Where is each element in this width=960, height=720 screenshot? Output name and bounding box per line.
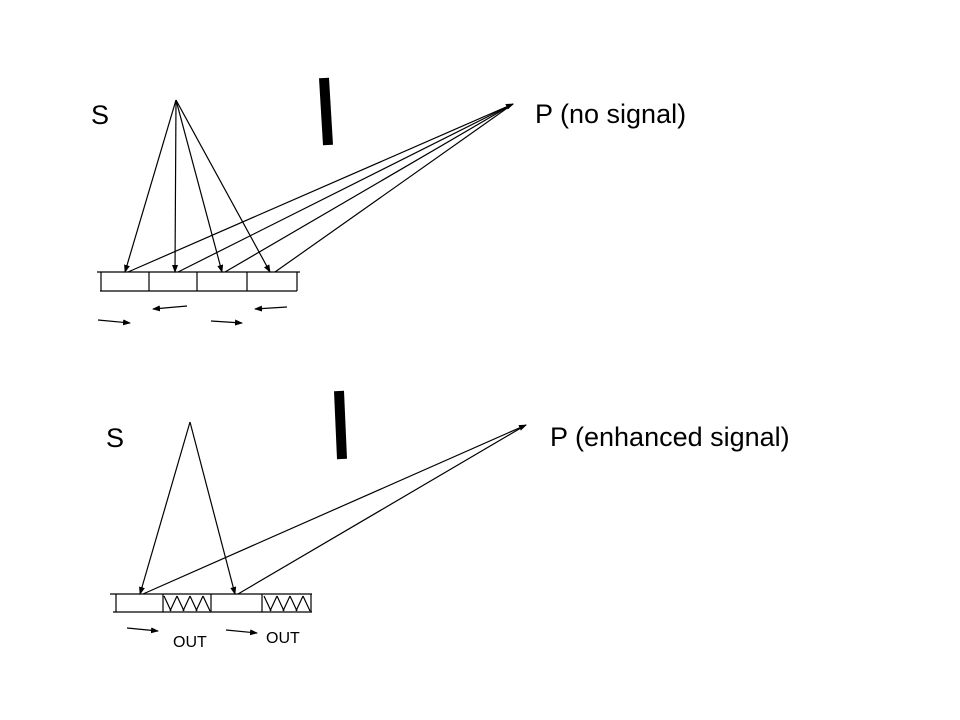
bottom-panel: S P (enhanced signal): [106, 390, 790, 651]
top-scattered-ray: [177, 103, 514, 273]
hatched-segment-icon: [263, 595, 311, 612]
top-scattered-rays: [127, 103, 514, 273]
right-arrow-icon: [210, 319, 243, 326]
bottom-scattered-rays: [142, 424, 527, 595]
top-source-label: S: [91, 100, 109, 130]
top-incident-ray: [124, 99, 177, 273]
top-incident-rays: [124, 99, 271, 273]
out-label: OUT: [266, 630, 300, 647]
bottom-scattered-ray: [142, 424, 527, 595]
bottom-motion-arrows: [126, 627, 258, 636]
bottom-barrier: [334, 390, 347, 460]
right-arrow-icon: [97, 319, 131, 326]
top-incident-ray: [175, 99, 271, 273]
bottom-incident-ray: [189, 421, 237, 595]
top-motion-arrows: [97, 305, 288, 326]
top-panel: S P (no signal): [91, 77, 686, 326]
bottom-scattered-ray: [237, 424, 527, 595]
bottom-point-label: P (enhanced signal): [550, 422, 790, 452]
top-barrier: [319, 77, 333, 146]
left-arrow-icon: [152, 305, 188, 312]
right-arrow-icon: [225, 629, 258, 636]
top-scattered-ray: [274, 103, 514, 273]
top-surface: [97, 271, 300, 292]
hatched-segment-icon: [163, 595, 211, 612]
bottom-source-label: S: [106, 423, 124, 453]
left-arrow-icon: [254, 305, 288, 312]
top-scattered-ray: [127, 103, 514, 273]
top-incident-ray: [172, 99, 179, 273]
bottom-incident-rays: [139, 421, 237, 595]
bottom-surface: [110, 593, 312, 613]
top-point-label: P (no signal): [535, 99, 686, 129]
out-label: OUT: [173, 634, 207, 651]
top-scattered-ray: [224, 103, 514, 273]
right-arrow-icon: [126, 627, 159, 634]
top-incident-ray: [175, 99, 224, 273]
bottom-incident-ray: [139, 421, 191, 595]
